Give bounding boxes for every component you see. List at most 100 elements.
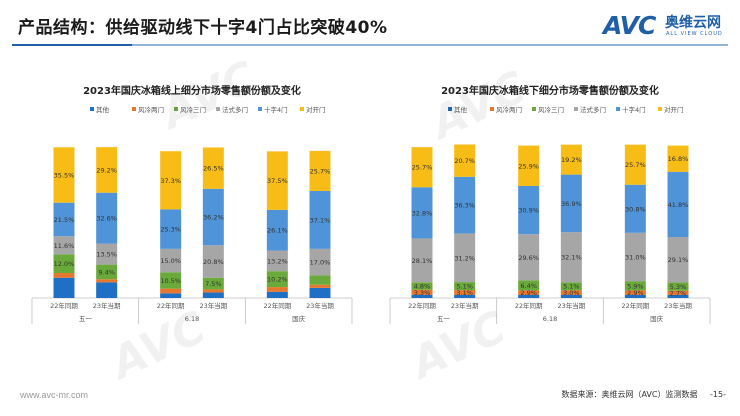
page-title: 产品结构：供给驱动线下十字4门占比突破40% [18, 18, 388, 38]
data-label: 20.8% [203, 258, 224, 266]
legend-label: 风冷两门 [138, 105, 164, 114]
data-label: 3.1% [456, 289, 473, 297]
data-label: 5.1% [456, 283, 473, 291]
bar-segment [309, 248, 331, 276]
x-tick-label: 22年同期 [157, 301, 185, 310]
legend-item: 对开门 [658, 105, 684, 114]
legend-item: 风冷两门 [132, 105, 164, 114]
data-label: 4.8% [414, 282, 431, 290]
legend-swatch [216, 107, 220, 111]
bar-segment [667, 294, 689, 298]
bar-segment [53, 236, 75, 255]
bar-segment [411, 289, 433, 295]
bar-segment [96, 279, 118, 283]
bar-segment [518, 294, 540, 298]
bar-segment [160, 293, 182, 298]
data-label: 31.2% [454, 254, 475, 262]
x-tick-label: 22年同期 [515, 301, 543, 310]
bar-segment [202, 289, 224, 293]
bar-segment [309, 150, 331, 191]
legend-item: 风冷三门 [174, 105, 206, 114]
bar-segment [454, 233, 476, 283]
bar-segment [266, 250, 288, 272]
source-note: 数据来源：奥维云网（AVC）监测数据 -15- [561, 389, 726, 400]
data-label: 2.9% [520, 289, 537, 297]
legend-swatch [448, 107, 452, 111]
legend-swatch [90, 107, 94, 111]
bar-segment [624, 232, 646, 282]
legend-item: 法式多门 [574, 105, 606, 114]
legend-item: 对开门 [300, 105, 326, 114]
data-label: 36.2% [203, 214, 224, 222]
bar-segment [96, 243, 118, 265]
online-chart-panel: 2023年国庆冰箱线上细分市场零售额份额及变化 其他 风冷两门 风冷三门 法式多门 十字4… [22, 76, 362, 346]
x-tick-label: 23年当期 [306, 301, 334, 310]
bar-segment [624, 290, 646, 295]
data-label: 35.5% [54, 171, 75, 179]
legend-label: 十字4门 [622, 105, 646, 114]
x-tick-label: 22年同期 [50, 301, 78, 310]
bar-segment [266, 291, 288, 298]
legend-item: 其他 [448, 105, 468, 114]
bar-segment [518, 234, 540, 281]
legend-label: 法式多门 [580, 105, 606, 114]
bar-segment [624, 144, 646, 185]
x-group-label: 五一 [79, 315, 93, 323]
bar-segment [160, 151, 182, 210]
bar-segment [309, 275, 331, 285]
legend-label: 风冷两门 [496, 105, 522, 114]
bar-segment [454, 144, 476, 177]
legend-label: 对开门 [306, 105, 326, 114]
bar-segment [202, 292, 224, 298]
bar-segment [667, 171, 689, 238]
data-label: 26.1% [267, 227, 288, 235]
data-label: 5.1% [563, 283, 580, 291]
bar-segment [266, 271, 288, 288]
legend-swatch [532, 107, 536, 111]
data-label: 10.2% [267, 276, 288, 284]
legend-swatch [132, 107, 136, 111]
bar-segment [560, 290, 582, 295]
bar-segment [411, 238, 433, 283]
data-label: 5.9% [627, 282, 644, 290]
legend-item: 法式多门 [216, 105, 248, 114]
data-label: 29.6% [518, 254, 539, 262]
website-url: www.avc-mr.com [20, 390, 89, 400]
bar-segment [53, 277, 75, 298]
legend-label: 十字4门 [264, 105, 288, 114]
bar-segment [667, 145, 689, 172]
bar-segment [518, 145, 540, 186]
bar-segment [96, 147, 118, 193]
data-label: 29.2% [96, 166, 117, 174]
bar-segment [411, 187, 433, 239]
legend-swatch [258, 107, 262, 111]
bar-segment [96, 192, 118, 244]
x-group-label: 国庆 [650, 314, 664, 323]
bar-segment [202, 277, 224, 290]
bar-segment [667, 282, 689, 291]
legend-swatch [174, 107, 178, 111]
bar-segment [518, 290, 540, 295]
data-label: 30.8% [625, 205, 646, 213]
bar-segment [411, 282, 433, 290]
bar-segment [411, 294, 433, 298]
data-label: 25.7% [625, 161, 646, 169]
bar-segment [309, 287, 331, 298]
legend-label: 法式多门 [222, 105, 248, 114]
legend-swatch [300, 107, 304, 111]
data-label: 13.2% [267, 257, 288, 265]
legend-label: 其他 [96, 105, 110, 114]
data-label: 5.3% [670, 283, 687, 291]
bar-segment [624, 184, 646, 233]
data-label: 25.9% [518, 162, 539, 170]
x-tick-label: 23年当期 [93, 301, 121, 310]
data-label: 12.0% [54, 260, 75, 268]
data-label: 26.5% [203, 165, 224, 173]
data-label: 17.0% [310, 259, 331, 267]
bar-segment [53, 273, 75, 278]
bar-segment [454, 294, 476, 298]
data-label: 3.3% [414, 289, 431, 297]
x-tick-label: 22年同期 [621, 301, 649, 310]
legend-swatch [574, 107, 578, 111]
